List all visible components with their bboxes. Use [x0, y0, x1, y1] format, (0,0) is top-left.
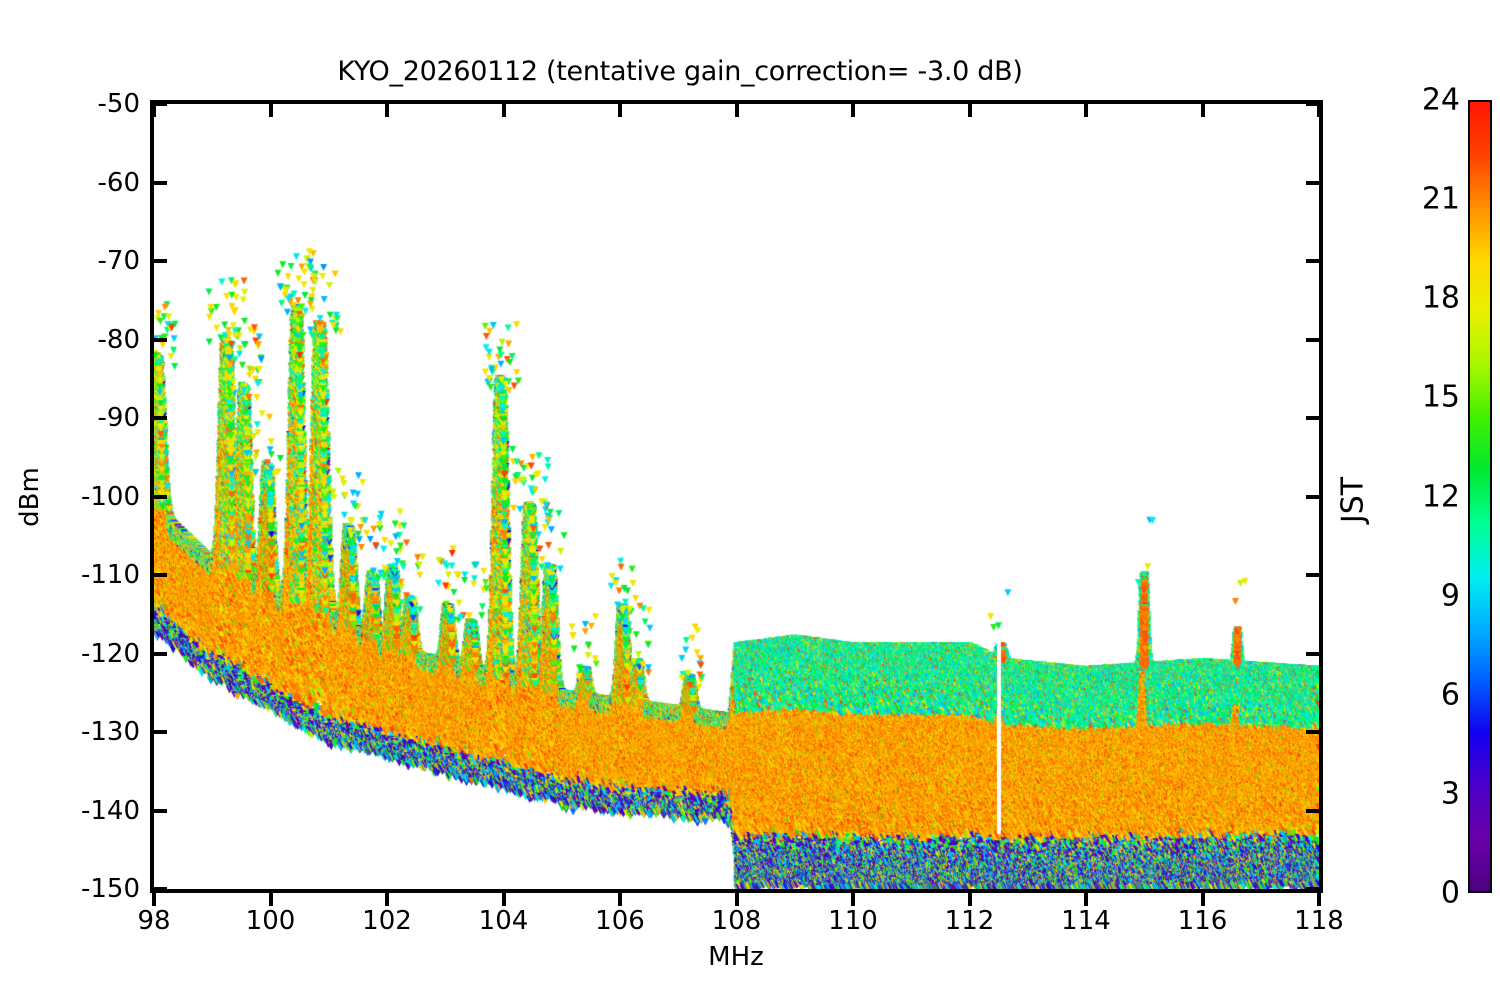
y-tick--70	[150, 259, 167, 263]
y-tick-right--150	[1306, 887, 1323, 891]
colorbar-tick-label-6: 6	[1440, 677, 1460, 713]
y-tick-label--90: -90	[97, 403, 140, 433]
x-tick-top-110	[851, 100, 855, 117]
y-tick-right--80	[1306, 337, 1323, 342]
y-tick-label--70: -70	[97, 246, 140, 276]
y-tick--60	[150, 180, 167, 185]
x-tick-114	[1084, 889, 1088, 906]
colorbar	[1468, 100, 1492, 893]
y-tick-label--100: -100	[80, 481, 140, 512]
y-tick--120	[150, 651, 167, 656]
x-tick-label-98: 98	[137, 906, 171, 936]
x-tick-104	[501, 889, 506, 906]
x-tick-top-98	[152, 100, 156, 117]
x-tick-label-106: 106	[595, 906, 645, 936]
x-tick-98	[152, 889, 156, 906]
colorbar-tick-label-9: 9	[1440, 578, 1460, 614]
x-tick-102	[385, 889, 389, 906]
y-tick--80	[150, 337, 167, 342]
y-tick--90	[150, 416, 167, 420]
y-tick-label--120: -120	[80, 638, 140, 669]
x-tick-top-118	[1317, 100, 1321, 117]
y-tick-label--60: -60	[97, 167, 140, 198]
x-tick-label-108: 108	[711, 906, 762, 936]
x-tick-112	[967, 889, 972, 906]
x-tick-106	[618, 889, 622, 906]
y-tick--100	[150, 494, 167, 499]
x-tick-label-104: 104	[478, 906, 529, 936]
y-tick-label--140: -140	[80, 795, 140, 826]
y-tick-right--70	[1306, 259, 1323, 263]
y-tick--130	[150, 730, 167, 734]
colorbar-tick-label-3: 3	[1440, 776, 1460, 812]
y-tick-right--110	[1306, 573, 1323, 577]
y-tick-right--100	[1306, 494, 1323, 499]
y-tick-right--130	[1306, 730, 1323, 734]
x-tick-116	[1200, 889, 1205, 906]
y-tick-label--110: -110	[80, 560, 140, 590]
x-tick-top-112	[967, 100, 972, 117]
x-tick-118	[1317, 889, 1321, 906]
x-tick-100	[268, 889, 273, 906]
y-tick--150	[150, 887, 167, 891]
y-tick-label--80: -80	[97, 324, 140, 355]
x-tick-top-100	[268, 100, 273, 117]
colorbar-tick-label-18: 18	[1421, 280, 1460, 316]
y-tick--110	[150, 573, 167, 577]
x-axis-title: MHz	[708, 942, 764, 972]
plot-area	[150, 100, 1323, 893]
x-tick-top-114	[1084, 100, 1088, 117]
y-tick--140	[150, 808, 167, 813]
y-tick-right--140	[1306, 808, 1323, 813]
y-axis-title: dBm	[15, 467, 45, 527]
colorbar-tick-label-15: 15	[1421, 379, 1460, 415]
x-tick-label-110: 110	[828, 906, 878, 936]
colorbar-tick-label-21: 21	[1421, 181, 1460, 217]
y-tick-right--60	[1306, 180, 1323, 185]
y-tick--50	[150, 102, 167, 106]
x-tick-label-114: 114	[1061, 906, 1111, 936]
spectrum-scatter-canvas	[154, 104, 1319, 889]
x-tick-108	[734, 889, 739, 906]
x-tick-label-118: 118	[1294, 906, 1344, 936]
colorbar-tick-label-12: 12	[1421, 479, 1460, 514]
x-tick-top-102	[385, 100, 389, 117]
colorbar-title: JST	[1335, 476, 1371, 524]
x-tick-top-104	[501, 100, 506, 117]
x-tick-label-116: 116	[1177, 906, 1228, 936]
y-tick-label--130: -130	[80, 717, 140, 747]
y-tick-right--120	[1306, 651, 1323, 656]
y-tick-label--50: -50	[97, 89, 140, 119]
y-tick-label--150: -150	[80, 874, 140, 904]
x-tick-top-106	[618, 100, 622, 117]
y-tick-right--50	[1306, 102, 1323, 106]
y-tick-right--90	[1306, 416, 1323, 420]
page-title: KYO_20260112 (tentative gain_correction=…	[337, 56, 1023, 87]
x-tick-label-102: 102	[362, 906, 412, 936]
colorbar-gradient	[1470, 102, 1490, 891]
x-tick-top-116	[1200, 100, 1205, 117]
colorbar-tick-label-24: 24	[1421, 82, 1460, 118]
x-tick-label-100: 100	[245, 906, 296, 936]
x-tick-110	[851, 889, 855, 906]
x-tick-label-112: 112	[944, 906, 995, 936]
x-tick-top-108	[734, 100, 739, 117]
colorbar-tick-label-0: 0	[1440, 875, 1460, 911]
